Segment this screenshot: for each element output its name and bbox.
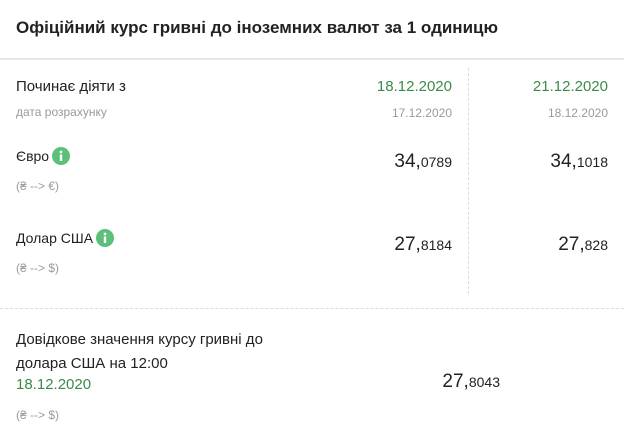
section-divider	[0, 308, 624, 309]
rate-integer: 27,	[442, 371, 469, 392]
rate-integer: 27,	[394, 234, 421, 255]
calc-label: дата розрахунку	[16, 105, 107, 119]
reference-text: Довідкове значення курсу гривні до долар…	[16, 331, 263, 372]
start-date: 21.12.2020	[532, 78, 608, 95]
rate: 27,8184	[394, 234, 452, 256]
currency-name: Долар США	[16, 230, 94, 246]
rate-fraction: 8184	[420, 237, 452, 253]
direction: (₴ --> €)	[16, 179, 60, 193]
rate: 27,828	[558, 234, 608, 256]
reference-rate: 27,8043	[442, 371, 500, 393]
calc-date: 18.12.2020	[547, 106, 608, 120]
rate-fraction: 1018	[576, 154, 608, 170]
widget-title: Офіційний курс гривні до іноземних валют…	[16, 18, 498, 37]
calc-date: 17.12.2020	[391, 106, 452, 120]
rate-integer: 27,	[558, 234, 585, 255]
rate-integer: 34,	[394, 151, 421, 172]
currency-name: Євро	[16, 148, 50, 164]
info-icon[interactable]	[96, 229, 114, 247]
info-icon[interactable]	[52, 147, 70, 165]
rate-fraction: 0789	[420, 154, 452, 170]
header-divider	[0, 58, 624, 60]
start-label: Починає діяти з	[16, 78, 126, 95]
rate-fraction: 8043	[468, 374, 500, 390]
rate-fraction: 828	[584, 237, 608, 253]
start-date: 18.12.2020	[376, 78, 452, 95]
column-divider	[468, 68, 469, 294]
reference-date: 18.12.2020	[16, 376, 92, 393]
rate: 34,0789	[394, 151, 452, 173]
rate-integer: 34,	[550, 151, 577, 172]
rate: 34,1018	[550, 151, 608, 173]
direction: (₴ --> $)	[16, 408, 60, 422]
direction: (₴ --> $)	[16, 261, 60, 275]
